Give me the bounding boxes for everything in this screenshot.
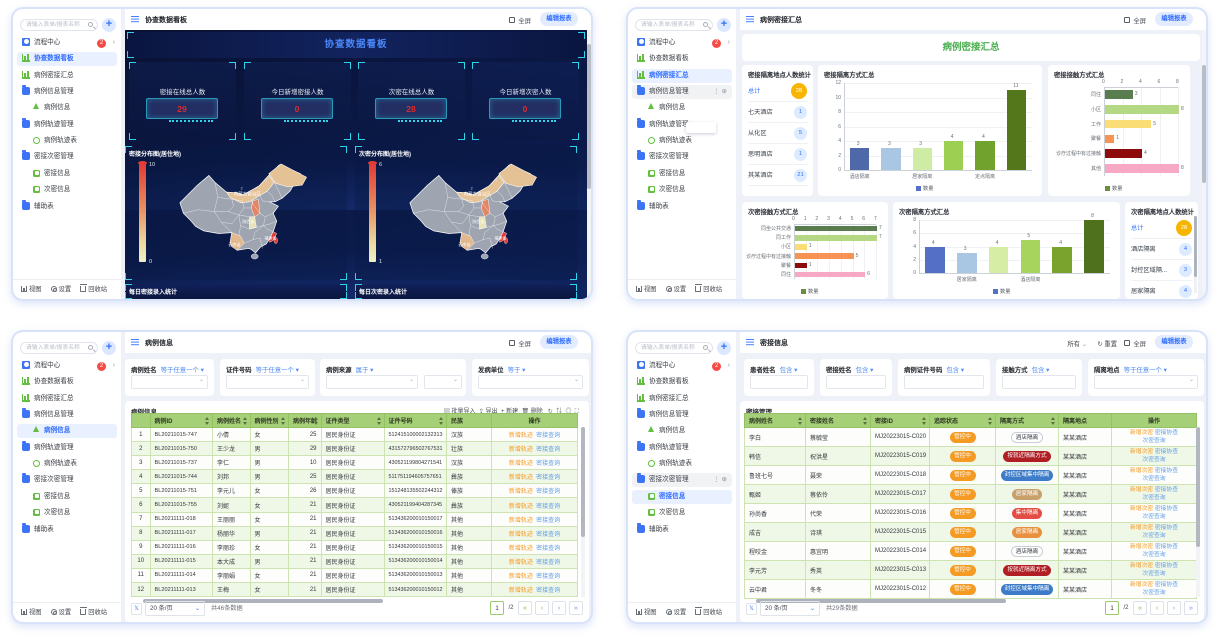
svg-text:云南省: 云南省 (228, 241, 240, 247)
svg-text:2: 2 (485, 195, 487, 199)
svg-text:2: 2 (241, 187, 243, 191)
svg-text:内蒙古自治区: 内蒙古自治区 (234, 191, 262, 198)
svg-text:福建省: 福建省 (264, 235, 276, 241)
svg-text:2: 2 (471, 187, 473, 191)
svg-text:内蒙古自治区: 内蒙古自治区 (464, 191, 492, 198)
svg-text:2: 2 (255, 195, 257, 199)
svg-text:云南省: 云南省 (458, 241, 470, 247)
svg-text:陕西省: 陕西省 (472, 218, 484, 224)
svg-text:陕西省: 陕西省 (242, 218, 254, 224)
svg-text:3: 3 (265, 179, 267, 183)
svg-text:福建省: 福建省 (494, 235, 506, 241)
svg-text:3: 3 (495, 179, 497, 183)
